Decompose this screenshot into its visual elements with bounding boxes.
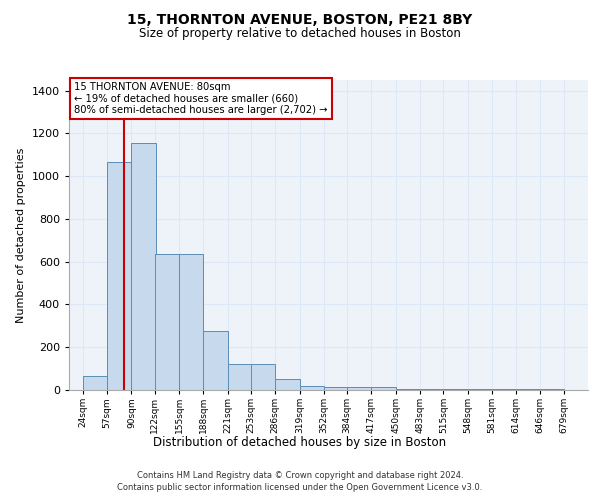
- Text: 15 THORNTON AVENUE: 80sqm
← 19% of detached houses are smaller (660)
80% of semi: 15 THORNTON AVENUE: 80sqm ← 19% of detac…: [74, 82, 328, 115]
- Text: Distribution of detached houses by size in Boston: Distribution of detached houses by size …: [154, 436, 446, 449]
- Bar: [203, 331, 227, 390]
- Text: Contains public sector information licensed under the Open Government Licence v3: Contains public sector information licen…: [118, 483, 482, 492]
- Bar: [275, 380, 299, 390]
- Bar: [299, 386, 324, 390]
- Bar: [324, 387, 348, 390]
- Bar: [371, 387, 395, 390]
- Bar: [467, 389, 492, 390]
- Text: 15, THORNTON AVENUE, BOSTON, PE21 8BY: 15, THORNTON AVENUE, BOSTON, PE21 8BY: [127, 12, 473, 26]
- Y-axis label: Number of detached properties: Number of detached properties: [16, 148, 26, 322]
- Bar: [420, 389, 444, 390]
- Bar: [347, 387, 371, 390]
- Bar: [227, 364, 252, 390]
- Bar: [443, 389, 467, 390]
- Bar: [492, 389, 516, 390]
- Bar: [131, 143, 155, 390]
- Bar: [516, 389, 540, 390]
- Bar: [251, 364, 275, 390]
- Text: Contains HM Land Registry data © Crown copyright and database right 2024.: Contains HM Land Registry data © Crown c…: [137, 472, 463, 480]
- Bar: [83, 376, 107, 390]
- Bar: [107, 162, 131, 390]
- Bar: [179, 254, 203, 390]
- Bar: [539, 389, 564, 390]
- Text: Size of property relative to detached houses in Boston: Size of property relative to detached ho…: [139, 28, 461, 40]
- Bar: [155, 254, 179, 390]
- Bar: [395, 389, 420, 390]
